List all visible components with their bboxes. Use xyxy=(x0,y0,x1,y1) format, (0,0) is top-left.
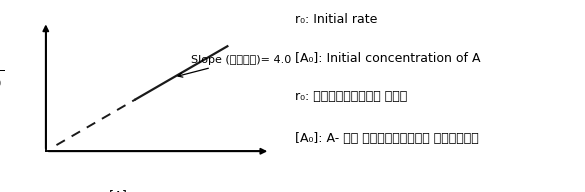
Text: r₀: Initial rate: r₀: Initial rate xyxy=(295,13,378,26)
Text: [A₀]: A- এর প্রার্নিক গাড়ত্ব: [A₀]: A- এর প্রার্নিক গাড়ত্ব xyxy=(295,132,479,145)
Text: $\sqrt{r_0}$: $\sqrt{r_0}$ xyxy=(0,68,4,90)
Text: Slope (নিতি)= 4.0: Slope (নিতি)= 4.0 xyxy=(178,55,291,77)
Text: [A₀]: Initial concentration of A: [A₀]: Initial concentration of A xyxy=(295,51,481,64)
Text: r₀: প্রার্নিক বেগ: r₀: প্রার্নিক বেগ xyxy=(295,89,408,103)
Text: $[A]_0$: $[A]_0$ xyxy=(108,189,134,192)
